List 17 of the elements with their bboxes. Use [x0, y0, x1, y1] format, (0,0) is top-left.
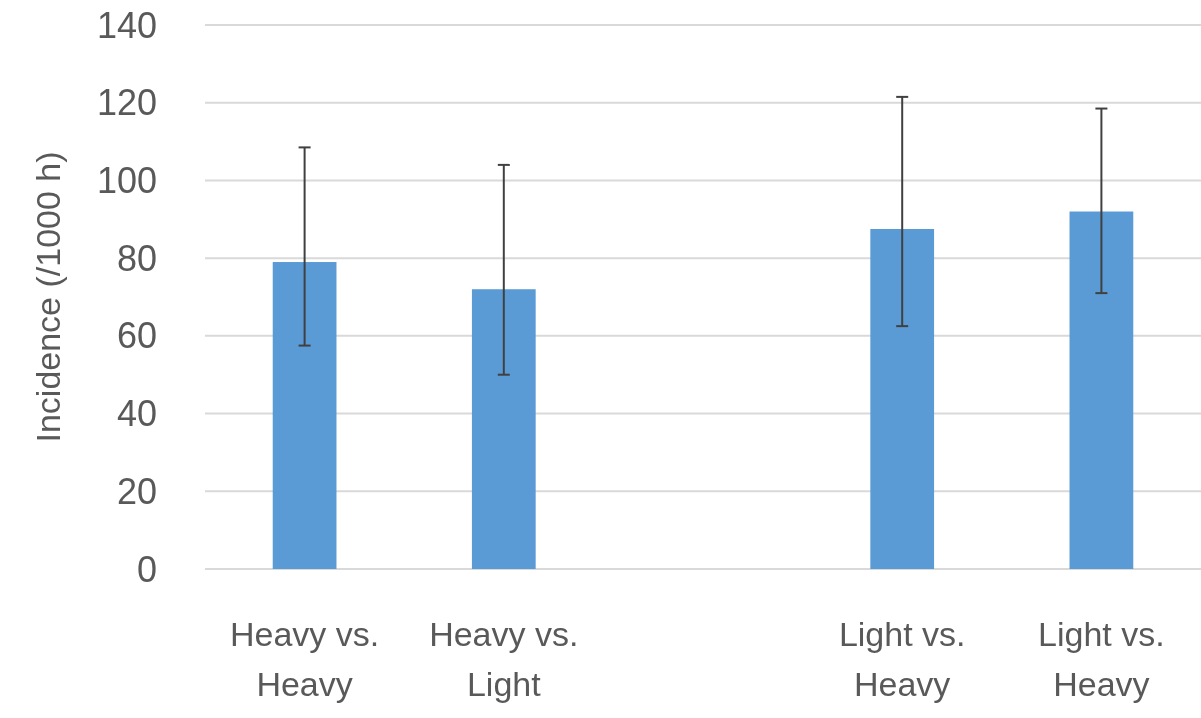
- x-tick-label: Heavy vs. Light: [429, 615, 579, 703]
- y-tick-label: 100: [96, 160, 157, 202]
- y-tick-label: 80: [116, 237, 157, 279]
- bar: [870, 229, 935, 569]
- y-tick-label: 20: [116, 470, 157, 512]
- bar: [471, 289, 536, 569]
- y-tick-label: 40: [116, 393, 157, 435]
- bar: [1069, 211, 1134, 569]
- y-tick-label: 120: [96, 82, 157, 124]
- y-axis-title: Incidence (/1000 h): [29, 151, 67, 443]
- y-tick-label: 60: [116, 315, 157, 357]
- x-tick-label: Light vs. Heavy: [1038, 615, 1165, 703]
- x-tick-label: Light vs. Heavy: [838, 615, 966, 703]
- y-tick-label: 0: [136, 548, 157, 590]
- bar: [272, 262, 337, 569]
- x-tick-label: Heavy vs. Heavy: [229, 615, 380, 703]
- y-tick-label: 140: [96, 4, 157, 46]
